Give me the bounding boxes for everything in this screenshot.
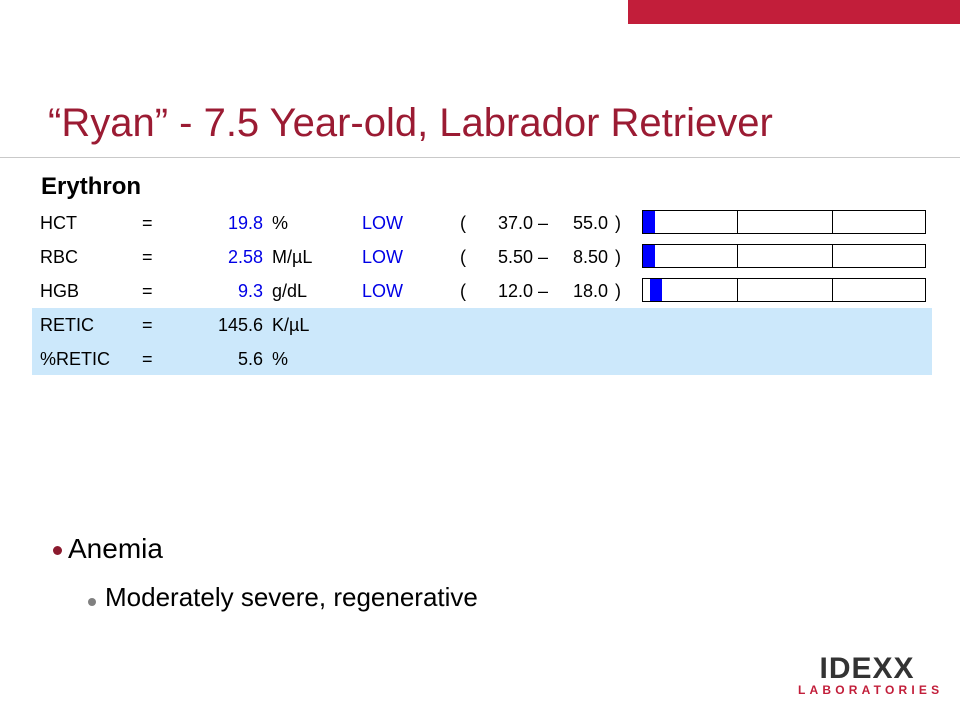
analyte-name: RBC (40, 247, 79, 267)
table-row: RBC = 2.58 M/µL LOW ( 5.50 – 8.50 ) (32, 240, 932, 274)
analyte-value: 145.6 (217, 315, 263, 335)
status-flag: LOW (362, 281, 404, 301)
range-open-paren: ( (460, 281, 466, 301)
analyte-unit: % (272, 213, 289, 233)
analyte-name: RETIC (40, 315, 94, 335)
analyte-name: HGB (40, 281, 80, 301)
equals-sign: = (142, 281, 153, 301)
range-high: 18.0 (572, 281, 608, 301)
status-flag: LOW (362, 247, 404, 267)
analyte-unit: K/µL (272, 315, 310, 335)
range-dash: – (538, 213, 549, 233)
analyte-name: %RETIC (40, 349, 111, 369)
analyte-name: HCT (40, 213, 77, 233)
range-indicator (642, 244, 926, 268)
analyte-value: 2.58 (227, 247, 263, 267)
range-close-paren: ) (615, 281, 621, 301)
analyte-value: 5.6 (237, 349, 263, 369)
table-row: %RETIC = 5.6 % (32, 342, 932, 375)
range-high: 55.0 (572, 213, 608, 233)
analyte-unit: M/µL (272, 247, 313, 267)
equals-sign: = (142, 213, 153, 233)
bullet-item: Anemia (68, 533, 163, 564)
equals-sign: = (142, 247, 153, 267)
range-low: 12.0 (497, 281, 533, 301)
equals-sign: = (142, 315, 153, 335)
range-low: 5.50 (497, 247, 533, 267)
status-flag: LOW (362, 213, 404, 233)
bullet-dot-icon (88, 598, 96, 606)
analyte-unit: % (272, 349, 289, 369)
range-low: 37.0 (497, 213, 533, 233)
accent-bar (628, 0, 960, 24)
range-high: 8.50 (572, 247, 608, 267)
bullet-dot-icon (53, 546, 62, 555)
range-indicator (642, 278, 926, 302)
logo-subtitle: LABORATORIES (798, 683, 944, 697)
range-dash: – (538, 281, 549, 301)
logo-word: IDEXX (819, 652, 915, 685)
range-marker (650, 279, 662, 301)
equals-sign: = (142, 349, 153, 369)
range-close-paren: ) (615, 247, 621, 267)
table-row: HGB = 9.3 g/dL LOW ( 12.0 – 18.0 ) (32, 274, 932, 308)
range-open-paren: ( (460, 213, 466, 233)
range-marker (643, 245, 655, 267)
sub-bullet-item: Moderately severe, regenerative (105, 582, 478, 612)
range-close-paren: ) (615, 213, 621, 233)
analyte-value: 9.3 (237, 281, 263, 301)
range-open-paren: ( (460, 247, 466, 267)
title-divider (0, 157, 960, 158)
table-row: HCT = 19.8 % LOW ( 37.0 – 55.0 ) (32, 206, 932, 240)
range-dash: – (538, 247, 549, 267)
analyte-value: 19.8 (227, 213, 263, 233)
range-marker (643, 211, 655, 233)
section-heading: Erythron (41, 173, 142, 200)
analyte-unit: g/dL (272, 281, 308, 301)
slide-title: “Ryan” - 7.5 Year-old, Labrador Retrieve… (48, 101, 773, 145)
table-row: RETIC = 145.6 K/µL (32, 308, 932, 342)
range-indicator (642, 210, 926, 234)
idexx-logo: IDEXX LABORATORIES (798, 652, 944, 698)
